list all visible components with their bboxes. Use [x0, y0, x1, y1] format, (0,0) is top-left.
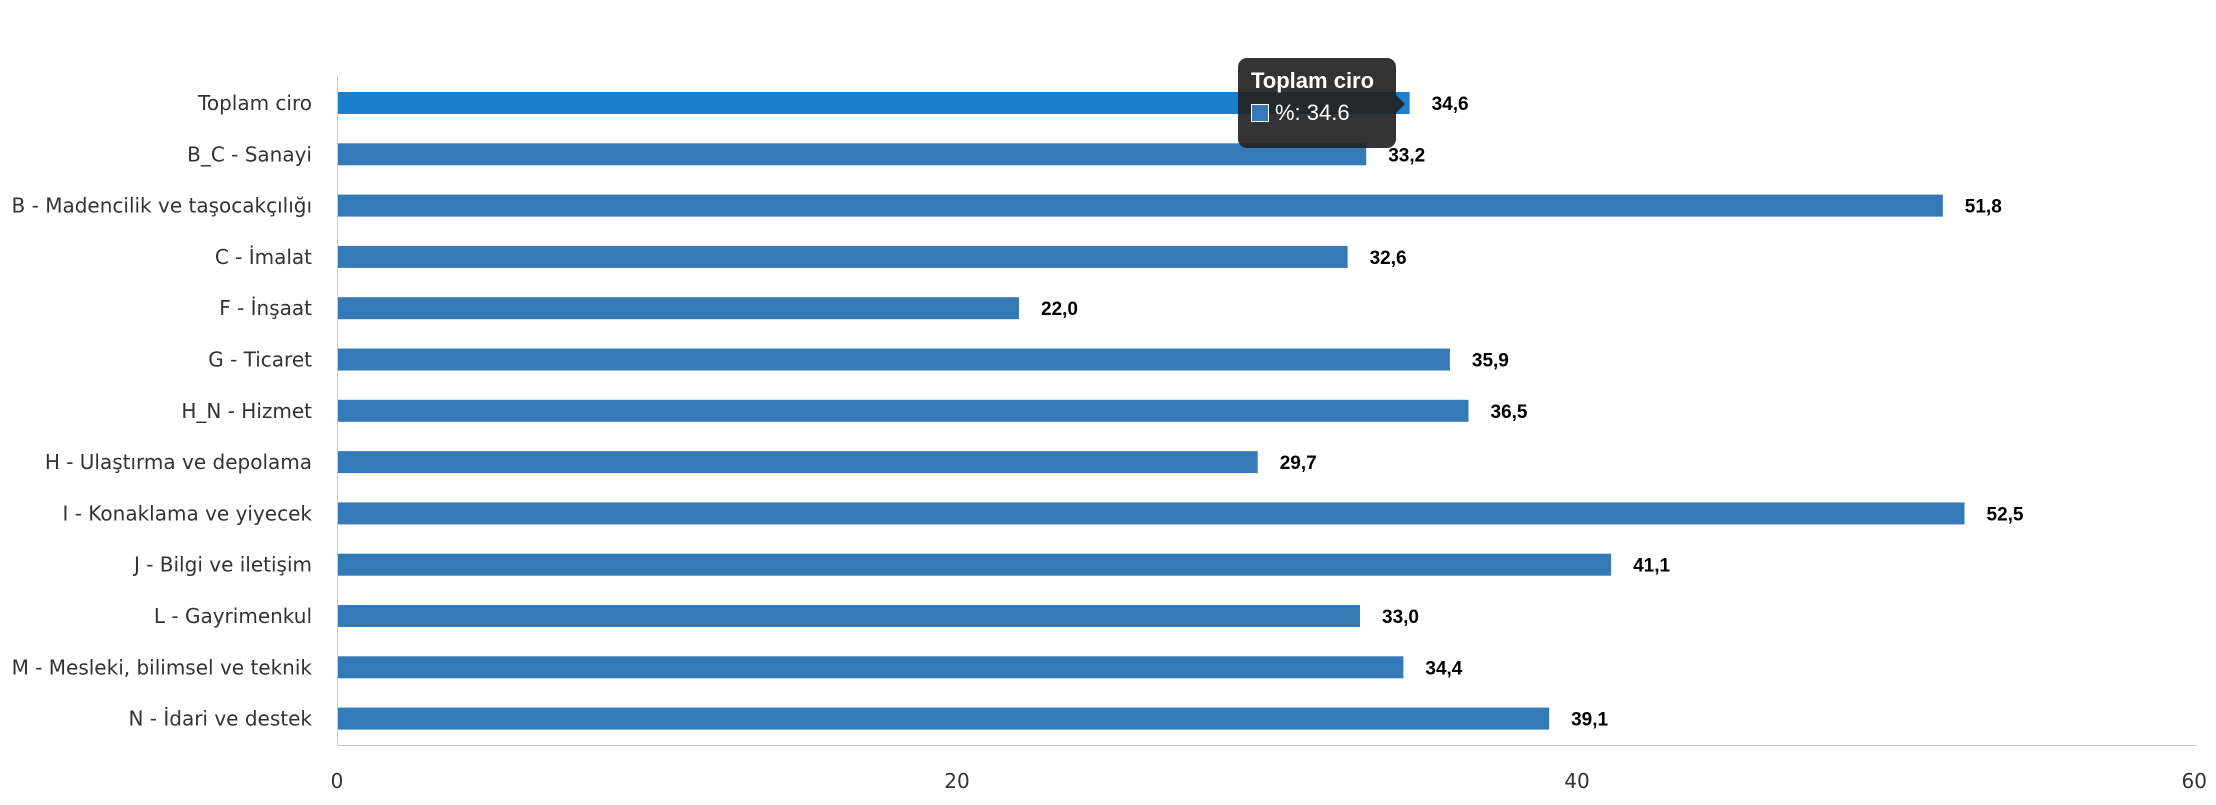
axes-group — [337, 75, 2197, 746]
bar — [338, 451, 1258, 474]
bar — [338, 194, 1943, 217]
tooltip: Toplam ciro %: 34.6 — [1238, 58, 1405, 148]
category-label: B - Madencilik ve taşocakçılığı — [12, 194, 312, 218]
tooltip-caret — [1396, 95, 1405, 113]
bar — [338, 399, 1469, 422]
data-label: 51,8 — [1965, 197, 2002, 218]
category-label: J - Bilgi ve iletişim — [132, 553, 312, 577]
category-label: M - Mesleki, bilimsel ve teknik — [12, 655, 313, 679]
x-tick-labels-group: 0 20 40 60 — [331, 769, 2207, 793]
bar — [338, 502, 1965, 525]
data-label: 29,7 — [1280, 453, 1317, 474]
tooltip-series-swatch — [1251, 104, 1269, 122]
category-label: F - İnşaat — [219, 296, 312, 320]
bar — [338, 143, 1367, 166]
bar — [338, 297, 1019, 320]
bar — [338, 707, 1550, 730]
x-tick-label: 40 — [1564, 769, 1589, 793]
bars-group — [338, 92, 1965, 730]
bar — [338, 92, 1410, 114]
x-tick-label: 0 — [331, 769, 344, 793]
x-tick-label: 60 — [2182, 769, 2207, 793]
bar — [338, 245, 1348, 268]
category-label: H - Ulaştırma ve depolama — [45, 450, 312, 474]
data-label: 33,2 — [1388, 145, 1425, 166]
x-tick-label: 20 — [944, 769, 969, 793]
category-label: G - Ticaret — [208, 348, 312, 372]
tooltip-value-row: %: 34.6 — [1251, 98, 1383, 128]
data-label: 41,1 — [1633, 556, 1670, 577]
category-label: N - İdari ve destek — [128, 707, 312, 731]
category-label: B_C - Sanayi — [187, 142, 312, 166]
data-label: 35,9 — [1472, 351, 1509, 372]
category-labels-group: Toplam ciro B_C - Sanayi B - Madencilik ve… — [12, 91, 313, 731]
data-label: 32,6 — [1370, 248, 1407, 269]
tooltip-value: %: 34.6 — [1275, 100, 1350, 125]
data-label: 52,5 — [1987, 504, 2024, 525]
category-label: C - İmalat — [215, 245, 312, 269]
category-label: H_N - Hizmet — [181, 399, 312, 423]
bar — [338, 348, 1450, 371]
bar — [338, 656, 1404, 679]
data-label: 34,6 — [1432, 94, 1469, 115]
tooltip-title: Toplam ciro — [1251, 68, 1375, 93]
category-label: Toplam ciro — [197, 91, 312, 115]
data-label: 39,1 — [1571, 710, 1608, 731]
data-label: 34,4 — [1425, 658, 1462, 679]
data-label: 33,0 — [1382, 607, 1419, 628]
category-label: I - Konaklama ve yiyecek — [62, 501, 312, 525]
data-label: 22,0 — [1041, 299, 1078, 320]
data-label: 36,5 — [1491, 402, 1528, 423]
bar — [338, 553, 1612, 576]
category-label: L - Gayrimenkul — [154, 604, 312, 628]
data-labels-group: 34,6 33,2 51,8 32,6 22,0 35,9 36,5 29,7 52,5 41,1… — [1041, 94, 2024, 731]
bar — [338, 605, 1360, 627]
